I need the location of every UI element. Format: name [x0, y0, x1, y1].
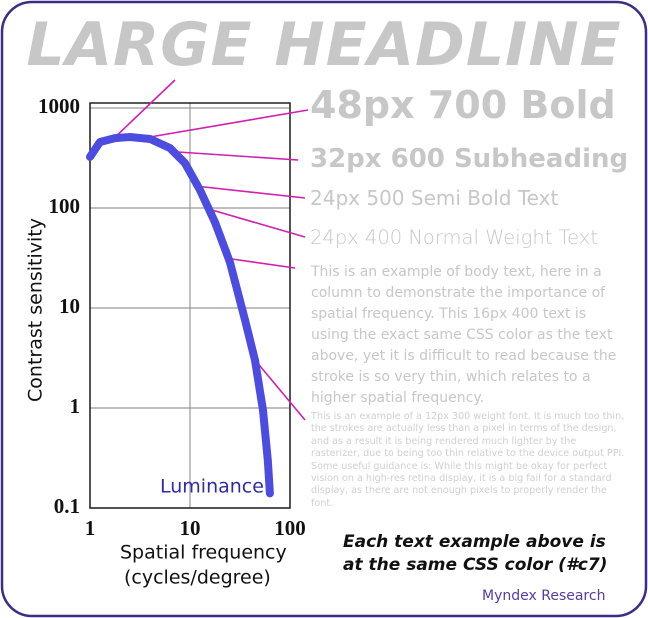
sample-text: 24px 500 Semi Bold Text [310, 186, 559, 210]
x-axis-label: Spatial frequency [120, 542, 287, 564]
plot-frame [89, 102, 291, 509]
credit: Myndex Research [482, 588, 606, 604]
leader-line [109, 79, 176, 143]
y-tick-label: 100 [49, 194, 81, 218]
body-text: This is an example of body text, here in… [311, 264, 617, 406]
leader-line [177, 151, 299, 161]
y-tick-label: 1 [70, 394, 81, 418]
note: Each text example above is [343, 532, 606, 552]
data-line [86, 133, 274, 498]
y-tick-label: 10 [59, 294, 80, 318]
leader-line [204, 207, 306, 238]
sample-text: 32px 600 Subheading [310, 144, 629, 174]
series-label: Luminance [160, 476, 264, 498]
headline: LARGE HEADLINE [26, 10, 622, 80]
sample-text: 48px 700 Bold [310, 83, 616, 127]
y-tick-label: 1000 [38, 94, 80, 118]
leader-lines [109, 79, 309, 421]
leader-line [224, 257, 296, 269]
x-tick-label: 100 [274, 516, 306, 540]
y-tick-label: 0.1 [54, 494, 80, 518]
note: at the same CSS color (#c7) [343, 555, 608, 575]
y-axis-label: Contrast sensitivity [25, 218, 47, 402]
x-tick-label: 1 [85, 516, 96, 540]
x-axis-label: (cycles/degree) [124, 567, 271, 589]
small-text: This is an example of a 12px 300 weight … [311, 411, 625, 509]
grid [89, 103, 291, 509]
leader-line [149, 109, 309, 138]
sample-text: 24px 400 Normal Weight Text [310, 226, 598, 249]
x-tick-label: 10 [180, 516, 201, 540]
leader-line [194, 185, 306, 199]
leader-line [254, 359, 306, 421]
